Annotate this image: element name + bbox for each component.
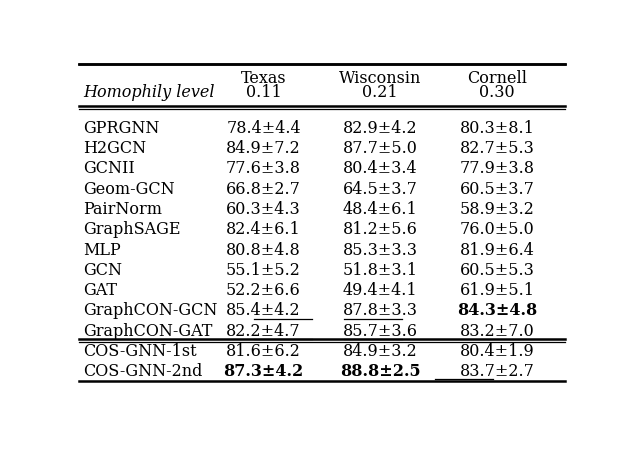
- Text: 55.1±5.2: 55.1±5.2: [226, 262, 301, 279]
- Text: 48.4±6.1: 48.4±6.1: [343, 201, 418, 218]
- Text: GAT: GAT: [84, 282, 117, 299]
- Text: 84.3±4.8: 84.3±4.8: [457, 302, 537, 319]
- Text: Wisconsin: Wisconsin: [339, 70, 421, 87]
- Text: 81.2±5.6: 81.2±5.6: [343, 221, 418, 238]
- Text: 82.2±4.7: 82.2±4.7: [226, 322, 301, 340]
- Text: 88.8±2.5: 88.8±2.5: [340, 363, 421, 380]
- Text: 81.9±6.4: 81.9±6.4: [460, 242, 534, 259]
- Text: 81.6±6.2: 81.6±6.2: [226, 343, 301, 360]
- Text: 49.4±4.1: 49.4±4.1: [343, 282, 418, 299]
- Text: 82.4±6.1: 82.4±6.1: [226, 221, 301, 238]
- Text: H2GCN: H2GCN: [84, 140, 146, 157]
- Text: Texas: Texas: [241, 70, 286, 87]
- Text: 61.9±5.1: 61.9±5.1: [460, 282, 534, 299]
- Text: 66.8±2.7: 66.8±2.7: [226, 181, 301, 198]
- Text: GraphCON-GCN: GraphCON-GCN: [84, 302, 218, 319]
- Text: 80.4±1.9: 80.4±1.9: [460, 343, 534, 360]
- Text: 78.4±4.4: 78.4±4.4: [226, 120, 301, 137]
- Text: 80.8±4.8: 80.8±4.8: [226, 242, 301, 259]
- Text: 85.3±3.3: 85.3±3.3: [343, 242, 418, 259]
- Text: 84.9±7.2: 84.9±7.2: [226, 140, 301, 157]
- Text: 60.5±5.3: 60.5±5.3: [460, 262, 534, 279]
- Text: 85.4±4.2: 85.4±4.2: [226, 302, 301, 319]
- Text: COS-GNN-2nd: COS-GNN-2nd: [84, 363, 203, 380]
- Text: 76.0±5.0: 76.0±5.0: [460, 221, 534, 238]
- Text: GraphSAGE: GraphSAGE: [84, 221, 181, 238]
- Text: GraphCON-GAT: GraphCON-GAT: [84, 322, 213, 340]
- Text: 77.9±3.8: 77.9±3.8: [460, 160, 534, 177]
- Text: 83.7±2.7: 83.7±2.7: [460, 363, 534, 380]
- Text: 87.8±3.3: 87.8±3.3: [343, 302, 418, 319]
- Text: 82.7±5.3: 82.7±5.3: [460, 140, 534, 157]
- Text: 80.4±3.4: 80.4±3.4: [343, 160, 418, 177]
- Text: 84.9±3.2: 84.9±3.2: [343, 343, 418, 360]
- Text: 77.6±3.8: 77.6±3.8: [226, 160, 301, 177]
- Text: 0.11: 0.11: [246, 84, 281, 101]
- Text: MLP: MLP: [84, 242, 121, 259]
- Text: 85.7±3.6: 85.7±3.6: [343, 322, 418, 340]
- Text: Homophily level: Homophily level: [84, 84, 215, 101]
- Text: GCNII: GCNII: [84, 160, 135, 177]
- Text: COS-GNN-1st: COS-GNN-1st: [84, 343, 197, 360]
- Text: PairNorm: PairNorm: [84, 201, 163, 218]
- Text: 60.3±4.3: 60.3±4.3: [226, 201, 301, 218]
- Text: 0.30: 0.30: [479, 84, 515, 101]
- Text: 83.2±7.0: 83.2±7.0: [460, 322, 534, 340]
- Text: 58.9±3.2: 58.9±3.2: [460, 201, 534, 218]
- Text: 87.7±5.0: 87.7±5.0: [343, 140, 418, 157]
- Text: 82.9±4.2: 82.9±4.2: [343, 120, 418, 137]
- Text: GPRGNN: GPRGNN: [84, 120, 160, 137]
- Text: 60.5±3.7: 60.5±3.7: [460, 181, 534, 198]
- Text: 87.3±4.2: 87.3±4.2: [224, 363, 303, 380]
- Text: 52.2±6.6: 52.2±6.6: [226, 282, 301, 299]
- Text: 51.8±3.1: 51.8±3.1: [343, 262, 418, 279]
- Text: Geom-GCN: Geom-GCN: [84, 181, 175, 198]
- Text: 64.5±3.7: 64.5±3.7: [343, 181, 418, 198]
- Text: 0.21: 0.21: [362, 84, 398, 101]
- Text: Cornell: Cornell: [467, 70, 527, 87]
- Text: 80.3±8.1: 80.3±8.1: [460, 120, 534, 137]
- Text: GCN: GCN: [84, 262, 122, 279]
